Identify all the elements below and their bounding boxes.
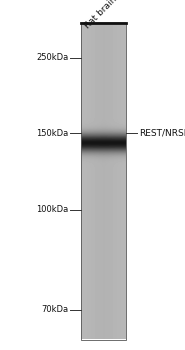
Text: 70kDa: 70kDa <box>41 305 68 314</box>
Text: 150kDa: 150kDa <box>36 128 68 138</box>
Text: 100kDa: 100kDa <box>36 205 68 215</box>
Text: REST/NRSF: REST/NRSF <box>139 128 185 138</box>
Text: Rat brain: Rat brain <box>84 0 119 30</box>
Bar <box>81 23 126 340</box>
Text: 250kDa: 250kDa <box>36 53 68 62</box>
